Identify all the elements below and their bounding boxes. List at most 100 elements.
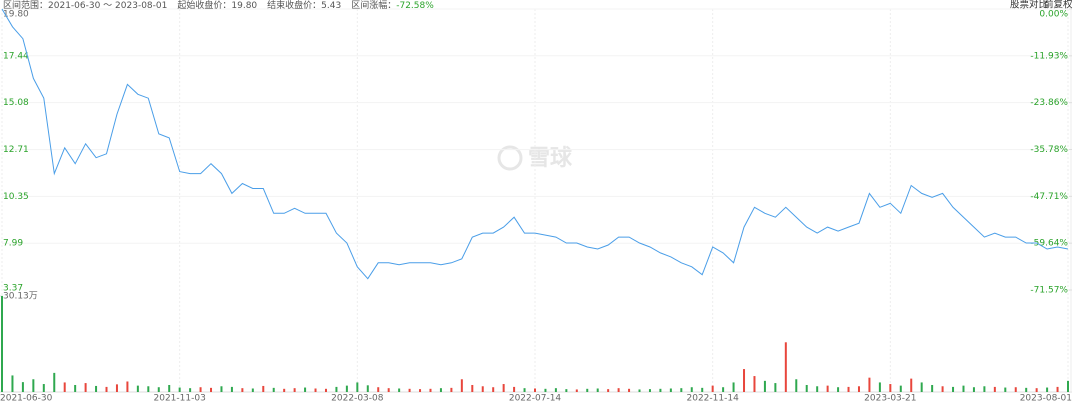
volume-bar [84, 383, 87, 392]
volume-bar [1025, 387, 1028, 392]
volume-bar [126, 381, 129, 392]
volume-bar [398, 388, 401, 392]
watermark-logo [497, 145, 523, 171]
y-tick-label: 7.99 [3, 239, 23, 249]
volume-bar [596, 388, 599, 392]
volume-bar [492, 387, 495, 392]
volume-bar [63, 382, 66, 392]
volume-bar [324, 388, 327, 392]
y-tick-label: 19.80 [3, 10, 29, 20]
y-tick-label: 10.35 [3, 192, 29, 202]
volume-bar [304, 387, 307, 392]
volume-bar [345, 385, 348, 392]
volume-bar [220, 386, 223, 392]
y2-tick-label: -59.64% [1030, 239, 1068, 249]
volume-bar [32, 379, 35, 392]
volume-bar [617, 388, 620, 392]
volume-bar [11, 375, 14, 392]
volume-bar [993, 386, 996, 392]
header: 区间范围：2021-06-30 ～ 2023-08-01 起始收盘价：19.80 结… [3, 0, 434, 11]
volume-bar [972, 387, 975, 392]
x-tick-label: 2023-08-01 [1020, 394, 1072, 404]
volume-bar [816, 386, 819, 392]
volume-bar [356, 382, 359, 392]
volume-bar [74, 384, 77, 392]
volume-bar [680, 388, 683, 392]
volume-bar [795, 379, 798, 392]
volume-bar [95, 385, 98, 392]
volume-bar [743, 369, 746, 392]
volume-bar [586, 388, 589, 392]
volume-bar [826, 385, 829, 392]
x-tick-label: 2021-06-30 [0, 394, 53, 404]
volume-bar [262, 385, 265, 392]
volume-bar [42, 384, 45, 392]
volume-bar [544, 388, 547, 392]
x-tick-label: 2021-11-03 [154, 394, 206, 404]
y2-tick-label: -47.71% [1030, 192, 1068, 202]
header-text: 区间范围：2021-06-30 ～ 2023-08-01 起始收盘价：19.80 结… [3, 0, 434, 11]
volume-bar [690, 387, 693, 392]
volume-bar [805, 384, 808, 392]
y2-tick-label: -11.93% [1030, 51, 1068, 61]
volume-bar [920, 382, 923, 392]
volume-bar [189, 388, 192, 392]
volume-bar [272, 387, 275, 392]
volume-bar [387, 388, 390, 392]
volume-bar [293, 388, 296, 392]
x-tick-label: 2022-03-08 [331, 394, 384, 404]
y2-tick-label: -23.86% [1030, 98, 1068, 108]
volume-bar [377, 387, 380, 392]
volume-bar [753, 376, 756, 392]
volume-bar [857, 386, 860, 392]
volume-bar [607, 389, 610, 392]
volume-bar [889, 384, 892, 392]
volume-bar [941, 386, 944, 392]
volume-bar [899, 385, 902, 392]
price-line [1, 8, 1069, 280]
volume-bar [774, 383, 777, 392]
volume-bar [471, 384, 474, 392]
volume-bar [565, 389, 568, 392]
volume-bar [523, 388, 526, 392]
y2-tick-label: -71.57% [1030, 286, 1068, 296]
volume-bar [429, 388, 432, 392]
x-tick-label: 2022-11-14 [687, 394, 740, 404]
volume-bar [335, 386, 338, 392]
y-tick-label: 15.08 [3, 98, 29, 108]
x-tick-label: 2022-07-14 [509, 394, 562, 404]
volume-bar [1067, 380, 1069, 392]
volume-bar [178, 387, 181, 392]
volume-tick-label: 30.13万 [3, 292, 38, 302]
x-tick-label: 2023-03-21 [864, 394, 916, 404]
volume-bar [952, 386, 955, 392]
volume-bar [251, 388, 254, 392]
volume-bar [230, 386, 233, 392]
compare-button[interactable]: 股票对比 [1010, 0, 1048, 11]
price-low-label: 3.37 [3, 284, 23, 294]
volume-bar [147, 386, 150, 392]
volume-bar [439, 388, 442, 392]
volume-bar [931, 384, 934, 392]
volume-bar [283, 388, 286, 392]
volume-bar [534, 388, 536, 392]
volume-bar [638, 389, 641, 392]
volume-bar [878, 382, 881, 392]
volume-bar [1014, 387, 1017, 392]
y2-tick-label: 0.00% [1039, 10, 1068, 20]
volume-bar [983, 386, 986, 392]
adjust-button[interactable]: 前复权 [1044, 0, 1073, 11]
volume-bar [210, 387, 213, 392]
volume-bar [1046, 387, 1049, 392]
volume-bar [701, 387, 704, 392]
volume-bar [575, 389, 578, 392]
volume-bar [554, 388, 557, 392]
volume-bar [1, 296, 3, 392]
volume-bar [1035, 388, 1038, 392]
volume-bar [366, 385, 369, 392]
volume-bar [157, 387, 160, 392]
volume-bar [711, 385, 714, 392]
volume-bar [115, 384, 118, 392]
